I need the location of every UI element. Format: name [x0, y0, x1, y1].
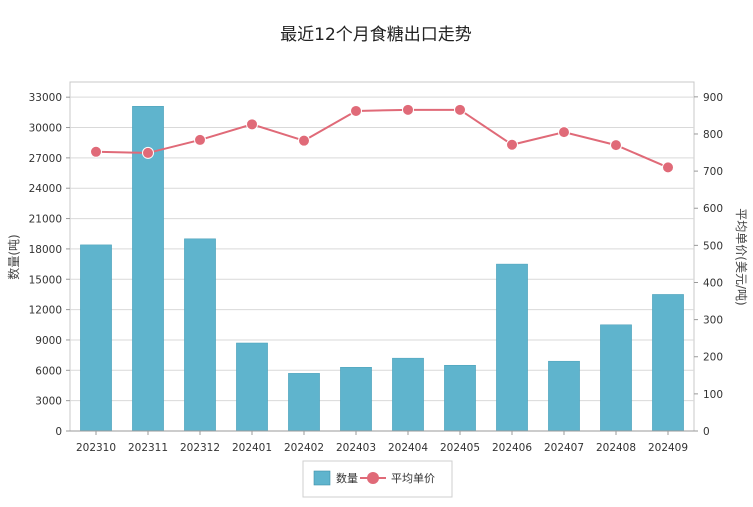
y-left-tick-label: 3000: [35, 396, 62, 408]
price-point: [506, 138, 518, 151]
bar-series: [80, 106, 684, 432]
y-left-tick-label: 27000: [29, 153, 62, 165]
x-tick-label: 202405: [440, 442, 480, 454]
bar: [132, 106, 164, 432]
bar: [496, 263, 528, 432]
bar: [652, 294, 684, 432]
y-right-tick-label: 300: [703, 315, 723, 327]
legend-line-label: 平均单价: [391, 472, 435, 485]
legend-bar-label: 数量: [336, 472, 358, 485]
x-tick-label: 202312: [180, 442, 220, 454]
price-point: [298, 134, 310, 147]
bar: [340, 367, 372, 432]
y-axis-left-title: 数量(吨): [6, 234, 21, 279]
price-point: [610, 139, 622, 152]
bar: [288, 373, 320, 432]
price-point: [662, 161, 674, 174]
y-right-tick-label: 400: [703, 277, 723, 289]
y-axis-right-title: 平均单价(美元/吨): [734, 208, 748, 305]
x-tick-label: 202402: [284, 442, 324, 454]
y-left-tick-label: 12000: [29, 305, 62, 317]
y-left-tick-label: 24000: [29, 183, 62, 195]
y-right-tick-label: 600: [703, 203, 723, 215]
y-left-tick-label: 21000: [29, 214, 62, 226]
x-tick-label: 202310: [76, 442, 116, 454]
y-left-tick-label: 6000: [35, 365, 62, 377]
price-point: [90, 145, 102, 158]
y-left-tick-label: 9000: [35, 335, 62, 347]
y-left-tick-label: 0: [55, 426, 62, 438]
price-point: [246, 118, 258, 131]
legend-line-marker: [367, 472, 379, 484]
x-tick-label: 202406: [492, 442, 532, 454]
price-point: [194, 133, 206, 146]
bar: [600, 324, 632, 432]
legend-bar-swatch: [313, 470, 331, 486]
price-point: [402, 103, 414, 116]
x-tick-label: 202401: [232, 442, 272, 454]
price-point: [142, 146, 154, 159]
y-right-tick-label: 0: [703, 426, 710, 438]
bar: [548, 360, 580, 432]
y-right-tick-label: 900: [703, 92, 723, 104]
price-line: [95, 108, 669, 169]
y-right-tick-label: 500: [703, 240, 723, 252]
bar: [392, 357, 424, 432]
line-series: [90, 103, 674, 174]
x-tick-label: 202408: [596, 442, 636, 454]
y-left-tick-label: 30000: [29, 123, 62, 135]
chart-title: 最近12个月食糖出口走势: [280, 25, 472, 45]
x-tick-label: 202409: [648, 442, 688, 454]
bar: [80, 244, 112, 432]
y-right-tick-label: 200: [703, 352, 723, 364]
y-right-tick-label: 800: [703, 129, 723, 141]
bar: [236, 342, 268, 432]
price-point: [350, 104, 362, 117]
axes: 0300060009000120001500018000210002400027…: [29, 92, 723, 454]
legend: 数量 平均单价: [302, 460, 453, 498]
y-left-tick-label: 18000: [29, 244, 62, 256]
y-left-tick-label: 15000: [29, 274, 62, 286]
price-point: [558, 126, 570, 139]
x-tick-label: 202311: [128, 442, 168, 454]
y-right-tick-label: 700: [703, 166, 723, 178]
price-point: [454, 103, 466, 116]
y-left-tick-label: 33000: [29, 92, 62, 104]
bar: [444, 364, 476, 432]
x-tick-label: 202403: [336, 442, 376, 454]
x-tick-label: 202407: [544, 442, 584, 454]
x-tick-label: 202404: [388, 442, 428, 454]
y-right-tick-label: 100: [703, 389, 723, 401]
bar: [184, 238, 216, 432]
